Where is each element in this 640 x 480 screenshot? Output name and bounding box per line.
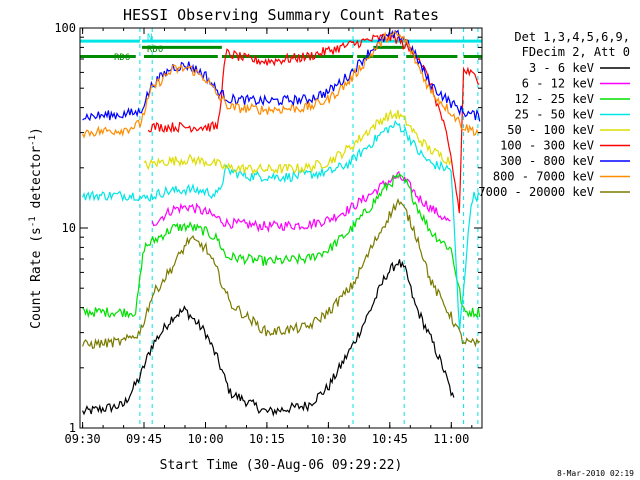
series-line-5 xyxy=(147,33,480,214)
axes: 09:30 09:45 10:00 10:15 10:30 10:45 11:00 1 10 10… xyxy=(54,21,482,446)
x-tick-label-4: 10:30 xyxy=(310,432,346,446)
legend-label-8: 7000 - 20000 keV xyxy=(478,185,594,199)
series-line-4 xyxy=(143,109,452,175)
x-tick-label-0: 09:30 xyxy=(65,432,101,446)
status-label-rd0: RD0 xyxy=(147,45,163,55)
legend-header-line-1: Det 1,3,4,5,6,9, xyxy=(514,30,630,44)
legend-label-6: 300 - 800 keV xyxy=(500,154,594,168)
y-label-part-1: Count Rate (s xyxy=(29,227,44,329)
series-layer xyxy=(82,29,481,418)
series-line-6 xyxy=(82,29,481,122)
series-line-2 xyxy=(82,172,481,319)
series-line-7 xyxy=(82,31,480,139)
legend-label-1: 6 - 12 keV xyxy=(522,77,594,91)
series-line-3 xyxy=(82,119,481,330)
legend-label-2: 12 - 25 keV xyxy=(515,92,594,106)
chart-title: HESSI Observing Summary Count Rates xyxy=(123,6,439,24)
legend-label-4: 50 - 100 keV xyxy=(507,123,594,137)
y-label-part-2: detector xyxy=(29,146,44,217)
legend-label-0: 3 - 6 keV xyxy=(529,61,594,75)
status-label-rd6: RD6 xyxy=(114,53,130,63)
x-tick-label-6: 11:00 xyxy=(433,432,469,446)
status-label-n: N xyxy=(147,33,152,43)
x-tick-label-1: 09:45 xyxy=(126,432,162,446)
x-tick-label-5: 10:45 xyxy=(372,432,408,446)
legend-label-5: 100 - 300 keV xyxy=(500,139,594,153)
legend-label-3: 25 - 50 keV xyxy=(515,108,594,122)
y-label-part-3: ) xyxy=(29,127,44,135)
y-axis-label: Count Rate (s-1 detector-1) xyxy=(28,127,44,329)
legend: Det 1,3,4,5,6,9, FDecim 2, Att 0 3 - 6 k… xyxy=(478,30,630,199)
y-label-superscript-2: -1 xyxy=(28,135,38,146)
series-line-1 xyxy=(151,170,451,233)
y-tick-label-1: 10 xyxy=(62,221,76,235)
x-tick-label-2: 10:00 xyxy=(187,432,223,446)
legend-label-7: 800 - 7000 keV xyxy=(493,170,594,184)
x-axis-label: Start Time (30-Aug-06 09:29:22) xyxy=(160,458,403,473)
y-tick-label-2: 100 xyxy=(54,21,76,35)
x-tick-label-3: 10:15 xyxy=(249,432,285,446)
series-line-8 xyxy=(82,197,481,350)
y-label-superscript-1: -1 xyxy=(28,216,38,227)
series-line-0 xyxy=(82,259,455,418)
y-tick-label-0: 1 xyxy=(69,421,76,435)
generated-timestamp: 8-Mar-2010 02:19 xyxy=(557,469,634,478)
legend-header-line-2: FDecim 2, Att 0 xyxy=(522,45,630,59)
